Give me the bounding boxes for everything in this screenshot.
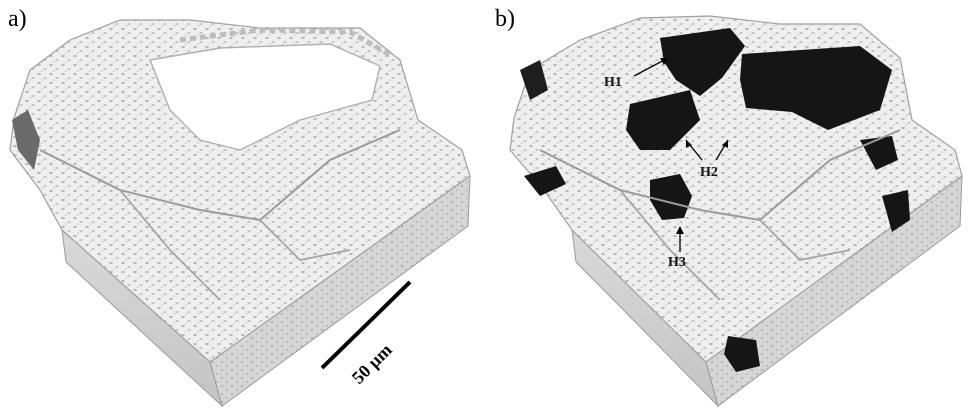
panel-b-dark-region-h3: [650, 174, 692, 220]
panel-b-label: b): [495, 6, 515, 32]
panel-b-dark-region: [724, 336, 760, 372]
panel-b-dark-region: [520, 60, 548, 100]
panel-b-grain-boundary: [539, 129, 901, 222]
panel-a-left-dark-edge: [12, 110, 40, 170]
panel-a-cavity-rim: [179, 27, 392, 58]
panel-a-volume: [9, 19, 471, 408]
panel-b-dark-region: [524, 166, 566, 196]
panel-a-label: a): [8, 6, 27, 32]
panel-a-top-surface: [9, 19, 471, 363]
panel-b-dark-region: [860, 136, 898, 170]
annotation-h1-label: H1: [604, 75, 622, 90]
panel-b-dark-region-h1: [660, 28, 745, 96]
annotation-h2: H2: [685, 139, 729, 180]
annotation-h3: H3: [668, 226, 686, 270]
panel-b-dark-region: [882, 190, 910, 232]
panel-b-dark-region: [626, 90, 700, 150]
panel-b-top-surface: [509, 15, 963, 363]
annotation-h2-label: H2: [700, 165, 718, 180]
panel-a-grain-boundary: [119, 189, 351, 301]
annotation-h3-label: H3: [668, 255, 686, 270]
annotation-h1: H1: [604, 57, 669, 90]
panel-a-grain-boundary: [39, 129, 401, 222]
panel-a-cavity: [149, 43, 381, 151]
panel-b-volume: [509, 15, 963, 408]
panel-b-grain-boundary: [619, 189, 851, 301]
scale-bar-label: 50 µm: [348, 340, 396, 388]
panel-b-dark-region: [740, 46, 892, 130]
scale-bar: [320, 280, 412, 370]
